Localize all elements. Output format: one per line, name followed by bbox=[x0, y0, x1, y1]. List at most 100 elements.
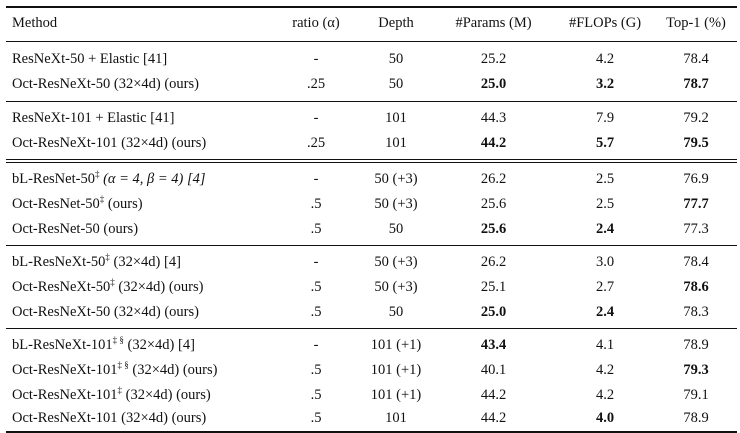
table-row: Oct-ResNet-50‡ (ours) .5 50 (+3) 25.6 2.… bbox=[6, 192, 737, 217]
footnote-mark: ‡ bbox=[117, 385, 123, 396]
depth-cell: 50 bbox=[388, 304, 404, 320]
depth-cell: 101 bbox=[385, 110, 407, 126]
flops-cell: 4.1 bbox=[595, 337, 615, 353]
method-suffix: (32×4d) (ours) bbox=[114, 279, 204, 295]
header-top1: Top-1 (%) bbox=[666, 15, 726, 31]
method-cell: Oct-ResNeXt-101 (32×4d) (ours) bbox=[12, 135, 207, 151]
flops-cell: 2.7 bbox=[595, 279, 615, 295]
header-flops: #FLOPs (G) bbox=[568, 15, 642, 31]
header-rule bbox=[6, 41, 737, 42]
method-cell: bL-ResNeXt-50‡ (32×4d) [4] bbox=[12, 250, 181, 275]
depth-cell: 50 bbox=[388, 76, 404, 92]
top1-cell: 78.9 bbox=[683, 337, 709, 353]
depth-cell: 50 (+3) bbox=[374, 254, 418, 270]
method-cell: Oct-ResNeXt-101‡ (32×4d) (ours) bbox=[12, 383, 211, 408]
method-suffix: (ours) bbox=[104, 196, 143, 212]
table-row: Oct-ResNeXt-50 (32×4d) (ours) .5 50 25.0… bbox=[6, 300, 737, 325]
flops-cell: 2.5 bbox=[595, 171, 615, 187]
flops-cell: 4.2 bbox=[595, 387, 615, 403]
double-rule-bottom bbox=[6, 162, 737, 163]
params-cell: 25.0 bbox=[480, 304, 507, 320]
params-cell: 40.1 bbox=[480, 362, 507, 378]
table-row: bL-ResNeXt-101‡ § (32×4d) [4] - 101 (+1)… bbox=[6, 333, 737, 358]
footnote-mark: ‡ bbox=[110, 277, 115, 288]
method-name: Oct-ResNet-50 bbox=[12, 196, 100, 212]
method-name: Oct-ResNeXt-101 bbox=[12, 362, 118, 378]
ratio-cell: .25 bbox=[306, 76, 326, 92]
header-depth: Depth bbox=[378, 15, 414, 31]
method-name: Oct-ResNeXt-50 bbox=[12, 279, 111, 295]
depth-cell: 50 (+3) bbox=[374, 196, 418, 212]
method-name: bL-ResNeXt-101 bbox=[12, 337, 113, 353]
method-cell: Oct-ResNeXt-50 (32×4d) (ours) bbox=[12, 304, 199, 320]
top1-cell: 76.9 bbox=[683, 171, 709, 187]
method-name: Oct-ResNeXt-101 bbox=[12, 387, 118, 403]
ratio-cell: .5 bbox=[310, 362, 322, 378]
footnote-mark: ‡ bbox=[94, 169, 100, 180]
ratio-cell: .5 bbox=[310, 221, 322, 237]
top1-cell: 78.3 bbox=[683, 304, 709, 320]
params-cell: 25.6 bbox=[480, 196, 507, 212]
top1-cell: 78.7 bbox=[683, 76, 709, 92]
top1-cell: 78.6 bbox=[683, 279, 709, 295]
params-cell: 43.4 bbox=[480, 337, 507, 353]
params-cell: 44.2 bbox=[480, 135, 507, 151]
method-name: bL-ResNet-50 bbox=[12, 171, 95, 187]
footnote-mark: ‡ bbox=[105, 252, 110, 263]
flops-cell: 2.4 bbox=[595, 304, 615, 320]
top-rule bbox=[6, 6, 737, 8]
ratio-cell: - bbox=[313, 337, 319, 353]
method-suffix: (32×4d) (ours) bbox=[128, 362, 218, 378]
flops-cell: 4.2 bbox=[595, 362, 615, 378]
params-cell: 44.2 bbox=[480, 387, 507, 403]
params-cell: 26.2 bbox=[480, 171, 507, 187]
top1-cell: 78.9 bbox=[683, 410, 709, 426]
ratio-cell: .5 bbox=[310, 196, 322, 212]
header-ratio: ratio (α) bbox=[292, 15, 340, 31]
flops-cell: 3.0 bbox=[595, 254, 615, 270]
params-cell: 25.1 bbox=[480, 279, 507, 295]
flops-cell: 5.7 bbox=[595, 135, 615, 151]
table-row: Oct-ResNeXt-101‡ § (32×4d) (ours) .5 101… bbox=[6, 358, 737, 383]
table-row: Oct-ResNeXt-101‡ (32×4d) (ours) .5 101 (… bbox=[6, 383, 737, 408]
method-suffix: (α = 4, β = 4) [4] bbox=[99, 171, 206, 187]
depth-cell: 50 (+3) bbox=[374, 279, 418, 295]
ratio-cell: .5 bbox=[310, 304, 322, 320]
group-rule bbox=[6, 101, 737, 102]
table-row: Oct-ResNeXt-101 (32×4d) (ours) .25 101 4… bbox=[6, 131, 737, 156]
depth-cell: 101 (+1) bbox=[370, 362, 422, 378]
top1-cell: 79.2 bbox=[683, 110, 709, 126]
method-cell: ResNeXt-101 + Elastic [41] bbox=[12, 110, 175, 126]
table-row: Oct-ResNeXt-101 (32×4d) (ours) .5 101 44… bbox=[6, 406, 737, 431]
table-row: Oct-ResNeXt-50‡ (32×4d) (ours) .5 50 (+3… bbox=[6, 275, 737, 300]
depth-cell: 50 (+3) bbox=[374, 171, 418, 187]
ratio-cell: - bbox=[313, 110, 319, 126]
ratio-cell: .5 bbox=[310, 387, 322, 403]
flops-cell: 2.4 bbox=[595, 221, 615, 237]
bottom-rule bbox=[6, 431, 737, 433]
method-cell: ResNeXt-50 + Elastic [41] bbox=[12, 51, 168, 67]
method-suffix: (32×4d) [4] bbox=[123, 337, 195, 353]
header-method: Method bbox=[12, 15, 58, 31]
group-rule bbox=[6, 245, 737, 246]
top1-cell: 78.4 bbox=[683, 254, 709, 270]
ratio-cell: - bbox=[313, 171, 319, 187]
table-row: Oct-ResNeXt-50 (32×4d) (ours) .25 50 25.… bbox=[6, 72, 737, 97]
top1-cell: 79.5 bbox=[683, 135, 709, 151]
depth-cell: 50 bbox=[388, 51, 404, 67]
method-cell: Oct-ResNeXt-101‡ § (32×4d) (ours) bbox=[12, 358, 217, 383]
top1-cell: 77.3 bbox=[683, 221, 709, 237]
depth-cell: 101 bbox=[385, 410, 407, 426]
flops-cell: 4.0 bbox=[595, 410, 615, 426]
method-cell: Oct-ResNeXt-50 (32×4d) (ours) bbox=[12, 76, 199, 92]
method-name: bL-ResNeXt-50 bbox=[12, 254, 106, 270]
header-params: #Params (M) bbox=[455, 15, 532, 31]
footnote-mark: ‡ bbox=[99, 194, 105, 205]
method-cell: Oct-ResNeXt-101 (32×4d) (ours) bbox=[12, 410, 207, 426]
method-cell: bL-ResNet-50‡ (α = 4, β = 4) [4] bbox=[12, 167, 206, 192]
params-cell: 44.3 bbox=[480, 110, 507, 126]
ratio-cell: .5 bbox=[310, 410, 322, 426]
method-cell: Oct-ResNeXt-50‡ (32×4d) (ours) bbox=[12, 275, 203, 300]
table-row: ResNeXt-50 + Elastic [41] - 50 25.2 4.2 … bbox=[6, 47, 737, 72]
depth-cell: 50 bbox=[388, 221, 404, 237]
